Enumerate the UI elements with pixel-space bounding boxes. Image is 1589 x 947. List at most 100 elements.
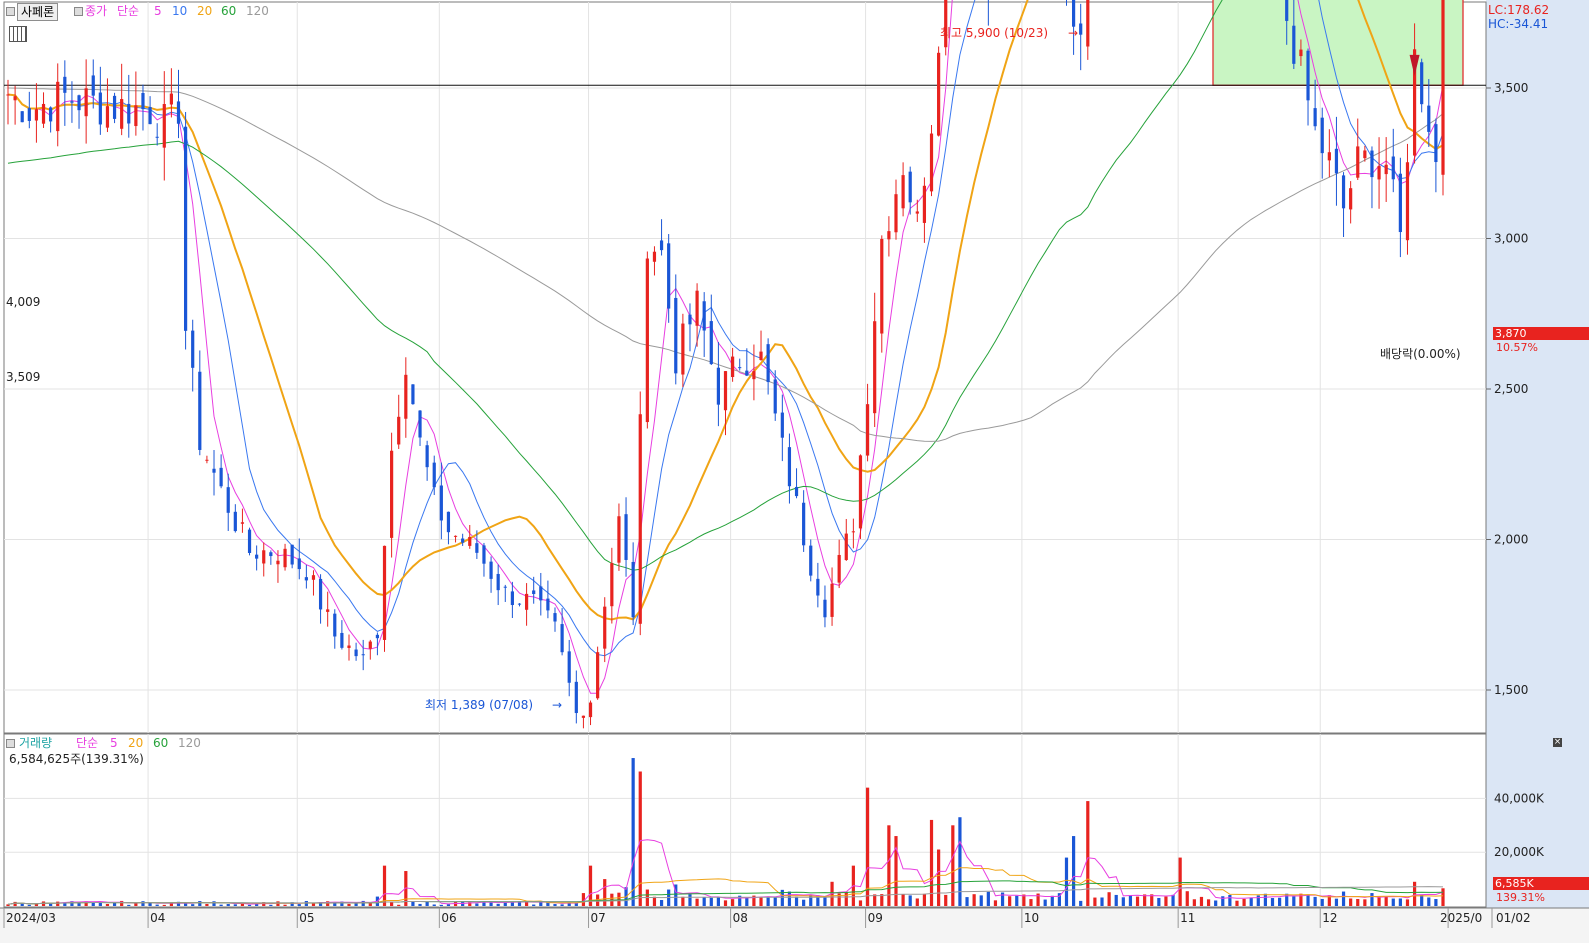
volume-tick-label: 20,000K [1494, 845, 1545, 859]
legend-vol-ma120: 120 [178, 736, 201, 750]
volume-bar [1057, 893, 1061, 906]
volume-bar [1441, 888, 1445, 906]
legend-toggle-icon[interactable] [6, 7, 15, 16]
volume-bar [347, 903, 351, 906]
candle [63, 60, 67, 126]
date-tick-label: 2025/0 [1440, 911, 1482, 925]
candle-body [922, 185, 927, 223]
volume-bar [1157, 897, 1161, 906]
stock-name-tab[interactable]: 사페론 [17, 3, 59, 21]
volume-bar [496, 903, 500, 906]
volume-bar [269, 904, 273, 906]
candle-body [631, 561, 635, 618]
ma10-line [7, 0, 1444, 657]
candle-body [652, 251, 657, 262]
candle [333, 609, 337, 649]
candle-body [219, 467, 223, 487]
candle [702, 292, 706, 357]
candle-body [56, 81, 60, 132]
volume-bar [340, 901, 344, 906]
volume-bar [49, 902, 53, 906]
candle-body [517, 603, 522, 605]
candle-body [1391, 156, 1395, 180]
table-icon[interactable] [9, 26, 27, 42]
candle-body [468, 536, 472, 546]
candle-body [588, 702, 593, 718]
volume-bar [858, 900, 863, 906]
candle [731, 347, 735, 382]
volume-bar [908, 895, 912, 906]
volume-bar [1306, 894, 1310, 906]
volume-bar [390, 901, 394, 906]
volume-bar [1143, 894, 1147, 906]
date-tick-label: 12 [1322, 911, 1337, 925]
candle [347, 634, 351, 661]
candle-body [709, 321, 713, 365]
candle [439, 462, 443, 540]
candle [645, 251, 649, 429]
candle [546, 580, 550, 619]
volume-bar [1242, 898, 1246, 906]
date-tick-label: 01/02 [1496, 911, 1531, 925]
candle [588, 700, 593, 726]
y-tick-label: 3,500 [1494, 81, 1528, 95]
last-price-tag: 3,870 [1493, 327, 1589, 340]
candle-body [532, 590, 536, 595]
volume-bar [709, 897, 713, 906]
candle [1071, 0, 1076, 55]
legend-vol-ma20: 20 [128, 736, 144, 750]
volume-bar [1150, 894, 1154, 906]
candle [674, 274, 678, 385]
volume-bar [929, 819, 934, 906]
volume-bar [212, 901, 216, 906]
volume-bar [1071, 836, 1076, 906]
volume-bar [631, 758, 635, 906]
volume-bar [205, 903, 209, 906]
candle [212, 450, 216, 496]
candle [1370, 146, 1374, 209]
candle [1341, 172, 1346, 238]
candle [603, 597, 607, 663]
volume-bar [1000, 892, 1005, 906]
candle-body [688, 314, 692, 325]
volume-bar [361, 900, 365, 906]
candle-body [1434, 124, 1438, 163]
low-arrow-icon: → [552, 698, 563, 712]
candle-body [1412, 49, 1417, 156]
candle [738, 358, 742, 371]
volume-bar [1206, 899, 1211, 906]
candle-body [63, 76, 67, 93]
candle [6, 79, 10, 125]
candle [631, 542, 635, 626]
candle-body [624, 514, 628, 560]
candle-body [1086, 0, 1090, 47]
candle [780, 394, 784, 462]
candle [453, 535, 458, 543]
volume-bar [1256, 895, 1260, 906]
candle [326, 591, 330, 627]
legend-toggle-icon[interactable] [74, 7, 83, 16]
candle-body [738, 367, 742, 369]
date-axis-bg [0, 908, 1589, 943]
volume-bar [695, 898, 699, 906]
volume-bar [148, 902, 152, 906]
candle-body [780, 412, 784, 438]
volume-bar [524, 901, 529, 906]
candle-body [851, 531, 855, 533]
volume-bar [958, 817, 962, 906]
candle [134, 71, 138, 136]
candle-body [247, 529, 252, 553]
candle [311, 570, 316, 596]
candle [91, 59, 95, 109]
candle [1398, 157, 1402, 258]
volume-legend-toggle-icon[interactable] [6, 739, 15, 748]
candle-body [880, 238, 884, 334]
candle-body [276, 560, 280, 565]
candle [524, 583, 529, 626]
candle [610, 547, 614, 624]
candle-body [510, 591, 514, 606]
date-tick-label: 11 [1180, 911, 1195, 925]
volume-bar [1221, 896, 1225, 906]
collapse-panel-icon[interactable]: × [1553, 737, 1562, 747]
volume-bar [780, 889, 784, 906]
